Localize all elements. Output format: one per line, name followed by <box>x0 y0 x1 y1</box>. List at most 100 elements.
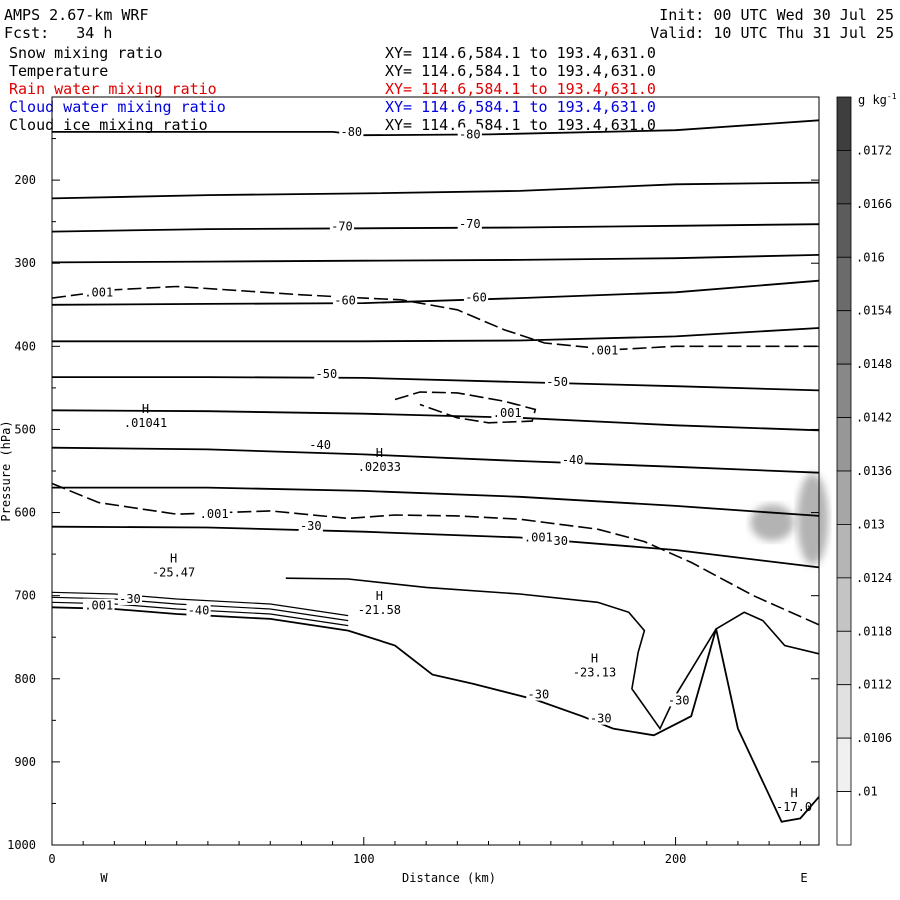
field-xy-cloud-water: XY= 114.6,584.1 to 193.4,631.0 <box>385 98 656 116</box>
axes-layer: 200 300 400 500 600 700 800 900 1000 0 100 200 <box>7 96 819 866</box>
temperature-contour <box>51 525 820 569</box>
field-name-cloud-ice: Cloud ice mixing ratio <box>9 116 208 134</box>
ice-contour-label-bg <box>522 530 555 544</box>
temperature-contour <box>51 181 820 200</box>
temperature-label-bg <box>544 375 570 389</box>
x-tick-label: 200 <box>665 852 687 866</box>
y-tick-label: 900 <box>14 755 36 769</box>
temperature-contour <box>285 577 820 731</box>
extremum-value: -17.0 <box>776 800 812 814</box>
snow-blob <box>750 504 795 541</box>
colorbar-label: .0118 <box>856 624 892 638</box>
colorbar-swatch <box>836 684 852 739</box>
temperature-label-bg <box>308 438 333 452</box>
y-axis-label: Pressure (hPa) <box>0 420 13 521</box>
temperature-label-bg <box>560 453 585 467</box>
temperature-contour <box>52 376 820 392</box>
ice-contour-label-bg <box>82 285 115 299</box>
snow-blob <box>797 473 829 565</box>
extremum-value: -25.47 <box>152 566 195 580</box>
extremum-value: .02033 <box>358 460 401 474</box>
temperature-label: -40 <box>562 453 584 467</box>
y-tick-label: 1000 <box>7 838 36 852</box>
colorbar-label: .0106 <box>856 731 892 745</box>
temperature-label-bg <box>457 217 482 231</box>
x-axis-label: Distance (km) <box>402 871 496 885</box>
temperature-label-bg <box>332 293 358 307</box>
colorbar-label: .013 <box>856 517 885 531</box>
y-tick-label: 300 <box>14 256 36 270</box>
ice-contour-label-bg <box>588 343 620 357</box>
ice-contour-label: .001 <box>493 406 522 420</box>
ice-contour-label: .001 <box>524 530 553 544</box>
temperature-label-bg <box>329 219 355 233</box>
y-tick-label: 700 <box>14 589 36 603</box>
temperature-contour <box>51 446 820 474</box>
extremum-mark: H <box>790 786 797 800</box>
extremum-mark: H <box>170 552 177 566</box>
temperature-contour <box>52 119 820 137</box>
y-tick-label: 400 <box>14 339 36 353</box>
ice-contour-label-bg <box>198 507 230 521</box>
ice-contour-label-bg <box>82 598 115 612</box>
field-name-rain: Rain water mixing ratio <box>9 80 217 98</box>
extremum-value: -21.58 <box>358 603 401 617</box>
temperature-label-bg <box>526 687 551 701</box>
cloud-ice-contour <box>51 482 820 626</box>
temperature-label: -50 <box>316 367 338 381</box>
temperature-label-bg <box>298 518 323 532</box>
fill-layer <box>750 473 829 565</box>
field-xy-snow: XY= 114.6,584.1 to 193.4,631.0 <box>385 44 656 62</box>
y-tick-label: 500 <box>14 422 36 436</box>
temperature-contour <box>51 279 820 306</box>
y-tick-label: 200 <box>14 173 36 187</box>
field-xy-cloud-ice: XY= 114.6,584.1 to 193.4,631.0 <box>385 116 656 134</box>
colorbar-label: .01 <box>856 785 878 799</box>
ice-contour-label: .001 <box>84 285 113 299</box>
y-tick-label: 600 <box>14 506 36 520</box>
colorbar-swatch <box>836 577 852 632</box>
colorbar-swatch <box>836 417 852 472</box>
colorbar-swatch <box>836 737 852 792</box>
cloud-ice-contour <box>394 391 537 424</box>
cloud-ice-contour <box>51 285 819 351</box>
colorbar-label: .016 <box>856 250 885 264</box>
ice-contour-label: .001 <box>84 599 113 613</box>
temperature-label-bg <box>666 693 691 707</box>
extremum-mark: H <box>376 446 383 460</box>
label-layer: -80 -80-70 -70-60 -60-50-50-40-40-30-30-30-… <box>82 125 812 814</box>
colorbar-label: .0142 <box>856 411 892 425</box>
colorbar-label: .0172 <box>856 143 892 157</box>
colorbar-swatch <box>836 791 852 846</box>
temperature-label: -80 <box>340 125 362 139</box>
temperature-contour <box>51 591 349 617</box>
contour-layer <box>51 119 820 823</box>
ice-contour-label-bg <box>491 405 524 419</box>
y-tick-label: 800 <box>14 672 36 686</box>
temperature-label-bg <box>588 711 613 725</box>
colorbar-swatch <box>836 363 852 418</box>
colorbar-unit: g kg-1 <box>858 92 897 107</box>
field-xy-rain: XY= 114.6,584.1 to 193.4,631.0 <box>385 80 656 98</box>
colorbar-swatch <box>836 524 852 579</box>
init-time: Init: 00 UTC Wed 30 Jul 25 <box>659 6 894 24</box>
extremum-value: .01041 <box>124 416 167 430</box>
temperature-label: -30 <box>668 693 690 707</box>
terrain-boundary <box>51 606 820 823</box>
colorbar-label: .0124 <box>856 571 892 585</box>
colorbar: .0172 .0166 .016 .0154 .0148 .0142 .0136 .013 .0… <box>836 96 892 846</box>
colorbar-swatch <box>836 96 852 151</box>
colorbar-swatch <box>836 470 852 525</box>
colorbar-swatch <box>836 256 852 312</box>
x-tick-label: 0 <box>48 852 55 866</box>
colorbar-label: .0154 <box>856 304 892 318</box>
field-name-temperature: Temperature <box>9 62 109 80</box>
field-xy-temperature: XY= 114.6,584.1 to 193.4,631.0 <box>385 62 656 80</box>
ice-contour-label: .001 <box>200 507 229 521</box>
colorbar-label: .0136 <box>856 464 892 478</box>
temperature-label: -30 <box>528 688 550 702</box>
x-tick-label: 100 <box>353 852 375 866</box>
colorbar-label: .0166 <box>856 197 892 211</box>
x-west-label: W <box>100 871 108 885</box>
